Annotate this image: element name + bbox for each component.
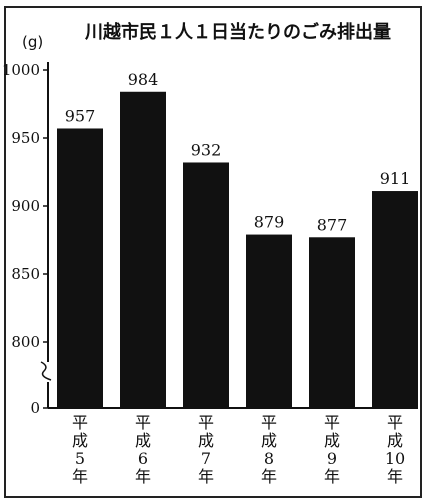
x-tick-label: 平 xyxy=(387,413,403,432)
bar xyxy=(120,91,166,408)
y-tick-label: 0 xyxy=(30,399,40,417)
axis-break-mark xyxy=(40,361,52,381)
bar xyxy=(246,234,292,408)
bar xyxy=(183,162,229,408)
x-tick-label: 成 xyxy=(324,431,340,450)
x-tick-label: 6 xyxy=(138,449,148,468)
x-tick-label: 平 xyxy=(135,413,151,432)
x-tick-label: 成 xyxy=(198,431,214,450)
data-label: 984 xyxy=(128,70,159,89)
x-tick-label: 成 xyxy=(72,431,88,450)
bar xyxy=(309,237,355,408)
data-labels: 957 984 932 879 877 911 xyxy=(65,70,411,235)
y-tick-label: 950 xyxy=(11,129,40,147)
x-tick-label: 年 xyxy=(324,467,340,486)
y-tick-label: 900 xyxy=(11,197,40,215)
x-tick-label: 平 xyxy=(261,413,277,432)
x-tick-label: 平 xyxy=(198,413,214,432)
x-tick-label: 成 xyxy=(387,431,403,450)
chart-title: 川越市民１人１日当たりのごみ排出量 xyxy=(84,21,391,43)
x-tick-label: 年 xyxy=(72,467,88,486)
y-axis-ticks: 0 800 850 900 950 1000 xyxy=(2,61,48,417)
data-label: 957 xyxy=(65,106,96,125)
data-label: 911 xyxy=(380,169,411,188)
y-tick-label: 850 xyxy=(11,265,40,283)
y-tick-label: 1000 xyxy=(2,61,40,79)
x-tick-label: 8 xyxy=(264,449,274,468)
bar xyxy=(57,128,103,409)
y-unit-label: (g) xyxy=(22,33,43,51)
x-tick-label: 10 xyxy=(385,449,405,468)
x-tick-label: 年 xyxy=(261,467,277,486)
x-tick-label: 成 xyxy=(135,431,151,450)
x-tick-label: 9 xyxy=(327,449,337,468)
x-tick-label: 成 xyxy=(261,431,277,450)
x-tick-label: 平 xyxy=(72,413,88,432)
x-tick-label: 年 xyxy=(387,467,403,486)
x-tick-label: 平 xyxy=(324,413,340,432)
x-tick-label: 7 xyxy=(201,449,211,468)
x-tick-label: 5 xyxy=(75,449,85,468)
data-label: 879 xyxy=(254,213,285,232)
x-tick-label: 年 xyxy=(135,467,151,486)
axes xyxy=(40,62,418,409)
bars xyxy=(57,91,418,409)
data-label: 932 xyxy=(191,140,222,159)
x-tick-label: 年 xyxy=(198,467,214,486)
data-label: 877 xyxy=(317,215,348,234)
y-tick-label: 800 xyxy=(11,333,40,351)
bar xyxy=(372,191,418,408)
